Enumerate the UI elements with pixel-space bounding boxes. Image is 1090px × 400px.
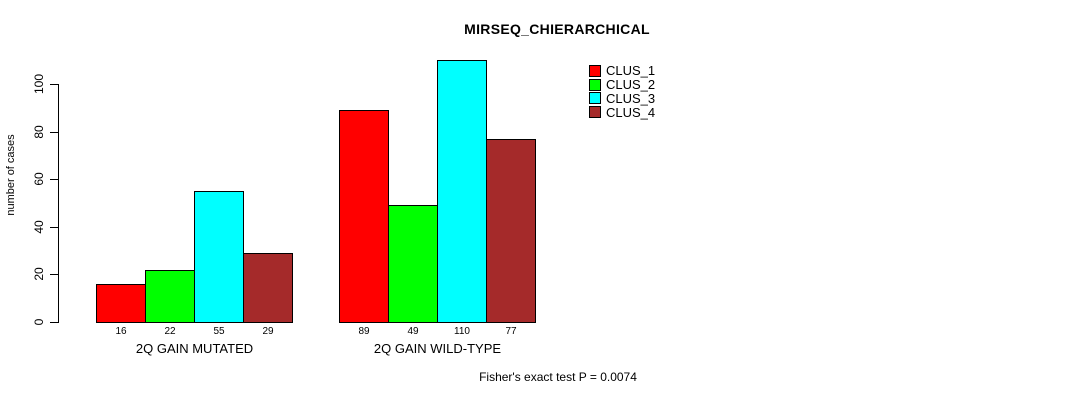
bar-value-label: 55 xyxy=(213,326,225,337)
y-axis-tick xyxy=(50,226,58,228)
legend: CLUS_1 CLUS_2 CLUS_3 CLUS_4 xyxy=(589,64,655,119)
legend-swatch-clus_3 xyxy=(589,92,601,105)
chart-title: MIRSEQ_CHIERARCHICAL xyxy=(464,21,650,37)
bar-clus_4-group2 xyxy=(486,138,536,323)
bar-value-label: 77 xyxy=(505,326,517,337)
y-axis-tick xyxy=(50,179,58,181)
category-label: 2Q GAIN WILD-TYPE xyxy=(373,341,502,356)
legend-item-clus_3: CLUS_3 xyxy=(589,92,655,106)
bar-clus_4-group1 xyxy=(243,253,293,323)
bar-value-label: 29 xyxy=(262,326,274,337)
legend-swatch-clus_2 xyxy=(589,78,601,91)
bar-value-label: 22 xyxy=(164,326,176,337)
bar-clus_3-group2 xyxy=(437,60,487,323)
legend-item-label: CLUS_3 xyxy=(606,90,656,106)
legend-item-clus_4: CLUS_4 xyxy=(589,105,655,119)
y-axis-tick xyxy=(50,131,58,133)
bar-value-label: 110 xyxy=(454,326,470,337)
bar-value-label: 16 xyxy=(115,326,127,337)
bar-clus_3-group1 xyxy=(194,191,244,323)
y-axis-line xyxy=(58,84,59,323)
y-axis-tick xyxy=(50,322,58,323)
bar-clus_2-group2 xyxy=(388,205,438,323)
y-axis-tick xyxy=(50,84,58,85)
legend-item-clus_2: CLUS_2 xyxy=(589,78,655,92)
statistical-test-annotation: Fisher's exact test P = 0.0074 xyxy=(479,370,637,384)
y-axis-tick-label: 100 xyxy=(32,73,46,95)
category-label: 2Q GAIN MUTATED xyxy=(135,341,254,356)
y-axis-tick-label: 0 xyxy=(32,318,46,326)
y-axis-tick-label: 40 xyxy=(32,220,46,234)
y-axis-tick-label: 80 xyxy=(32,124,46,139)
y-axis-tick-label: 60 xyxy=(32,172,46,186)
bar-value-label: 49 xyxy=(407,326,419,337)
legend-swatch-clus_1 xyxy=(589,64,601,77)
legend-item-clus_1: CLUS_1 xyxy=(589,64,655,78)
y-axis-tick-label: 20 xyxy=(32,267,46,282)
y-axis-tick xyxy=(50,274,58,276)
bar-clus_2-group1 xyxy=(145,269,195,323)
legend-item-label: CLUS_4 xyxy=(606,104,656,120)
bar-value-label: 89 xyxy=(358,326,370,337)
legend-item-label: CLUS_2 xyxy=(606,77,656,93)
bar-clus_1-group1 xyxy=(96,283,146,323)
legend-swatch-clus_4 xyxy=(589,106,601,119)
legend-item-label: CLUS_1 xyxy=(606,63,656,79)
bar-clus_1-group2 xyxy=(339,110,389,323)
